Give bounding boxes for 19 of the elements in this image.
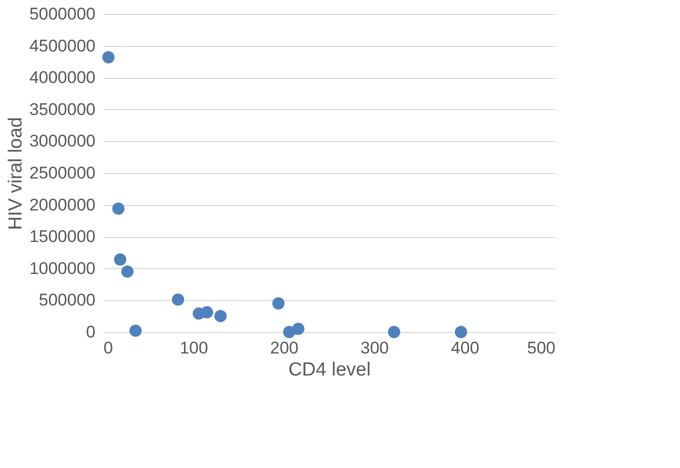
- y-axis-title: HIV viral load: [5, 117, 26, 230]
- y-tick-label: 3000000: [29, 132, 96, 151]
- x-tick-label: 400: [450, 338, 480, 358]
- y-tick-label: 4000000: [29, 68, 96, 88]
- y-tick-label: 1000000: [29, 258, 96, 278]
- y-tick-label: 2500000: [29, 164, 96, 182]
- y-tick-label: 0: [86, 322, 96, 342]
- y-tick-label: 500000: [38, 290, 96, 310]
- x-tick-label: 300: [360, 338, 389, 358]
- x-tick-label: 100: [180, 338, 208, 358]
- x-tick-label: 500: [527, 338, 556, 358]
- x-axis-title: CD4 level: [288, 360, 371, 380]
- y-tick-label: 4500000: [29, 36, 96, 56]
- y-tick-label: 5000000: [29, 4, 96, 24]
- x-tick-label: 0: [104, 338, 113, 358]
- y-tick-label: 1500000: [29, 227, 96, 246]
- y-tick-label: 2000000: [29, 195, 96, 214]
- x-tick-label: 200: [270, 338, 298, 358]
- y-tick-label: 3500000: [29, 100, 96, 119]
